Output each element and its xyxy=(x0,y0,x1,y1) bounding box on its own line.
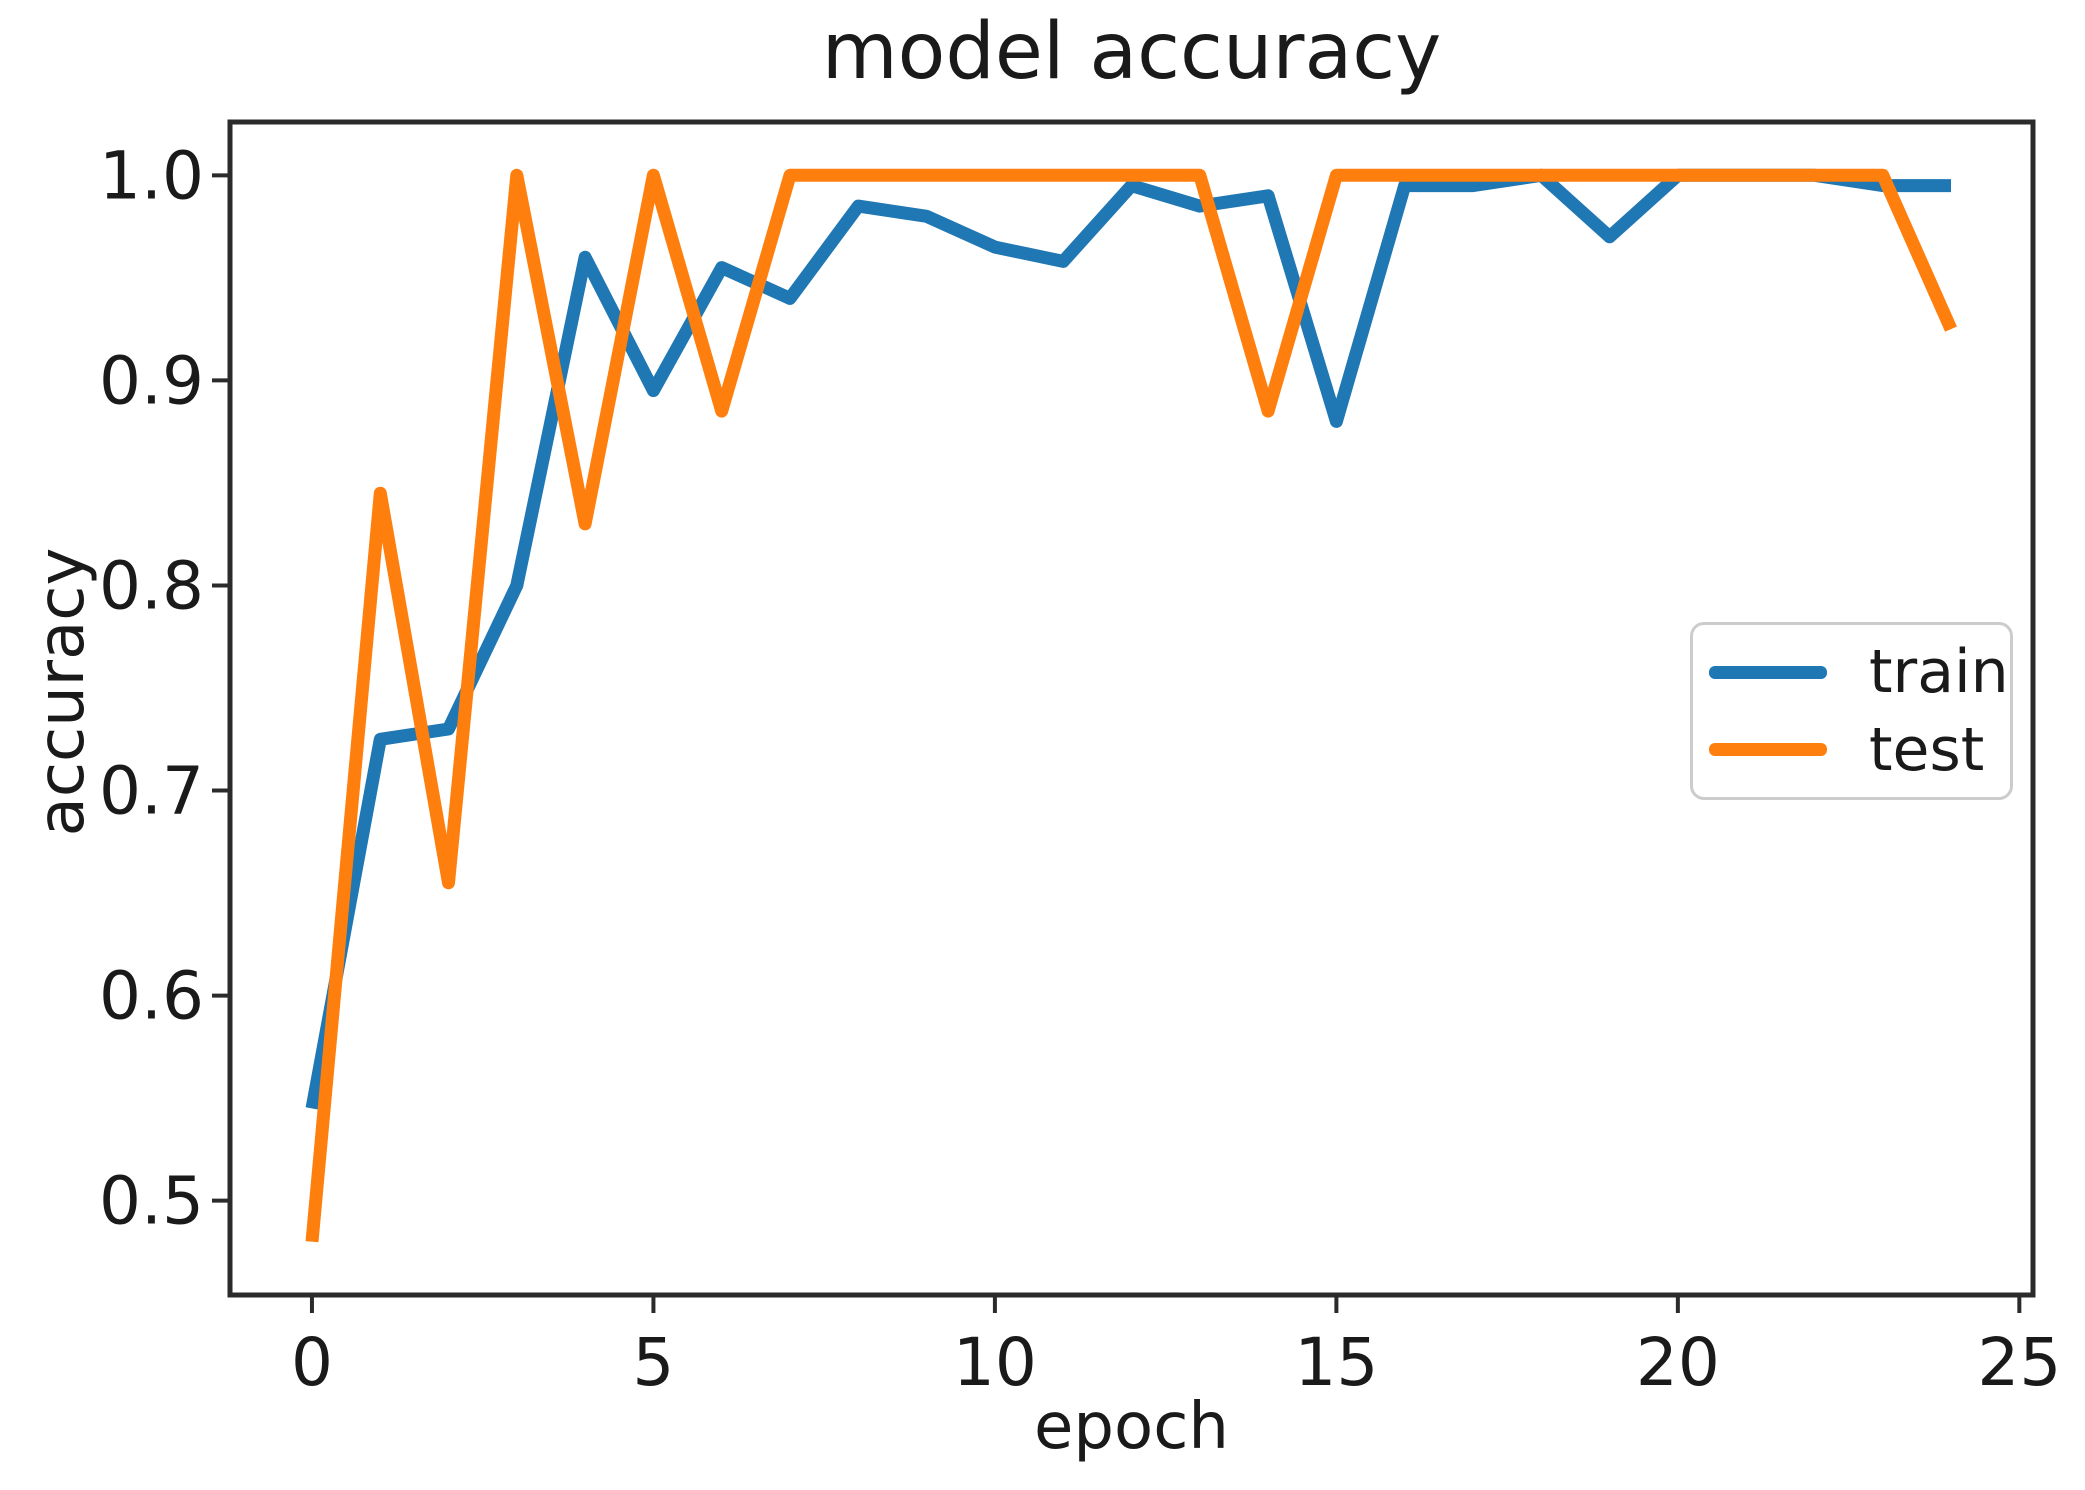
axes-frame xyxy=(227,119,2036,1298)
y-axis-tick-label: 0.5 xyxy=(99,1163,204,1240)
legend-line-sample-train xyxy=(1709,665,1827,679)
legend: train test xyxy=(1690,622,2013,800)
y-axis-tick-label: 1.0 xyxy=(99,137,204,214)
y-axis-tick-label: 0.8 xyxy=(99,547,204,624)
x-axis-tick-label: 5 xyxy=(632,1324,674,1401)
y-axis-tick-label: 0.9 xyxy=(99,342,204,419)
legend-row-train: train xyxy=(1709,642,2010,702)
y-axis-tick-label: 0.6 xyxy=(99,958,204,1035)
legend-row-test: test xyxy=(1709,720,2010,780)
x-axis-label: epoch xyxy=(1034,1390,1229,1464)
x-axis-tick-label: 20 xyxy=(1636,1324,1720,1401)
y-axis-label: accuracy xyxy=(24,547,99,837)
legend-label-train: train xyxy=(1869,637,2009,708)
legend-label-test: test xyxy=(1869,714,1985,785)
x-axis-tick-label: 15 xyxy=(1294,1324,1378,1401)
y-axis-tick-label: 0.7 xyxy=(99,753,204,830)
legend-line-sample-test xyxy=(1709,743,1827,757)
series-line-test xyxy=(305,168,1957,1243)
x-axis-tick-label: 10 xyxy=(953,1324,1037,1401)
x-axis-tick-label: 25 xyxy=(1977,1324,2061,1401)
x-axis-tick-label: 0 xyxy=(291,1324,333,1401)
chart-title: model accuracy xyxy=(821,7,1442,97)
